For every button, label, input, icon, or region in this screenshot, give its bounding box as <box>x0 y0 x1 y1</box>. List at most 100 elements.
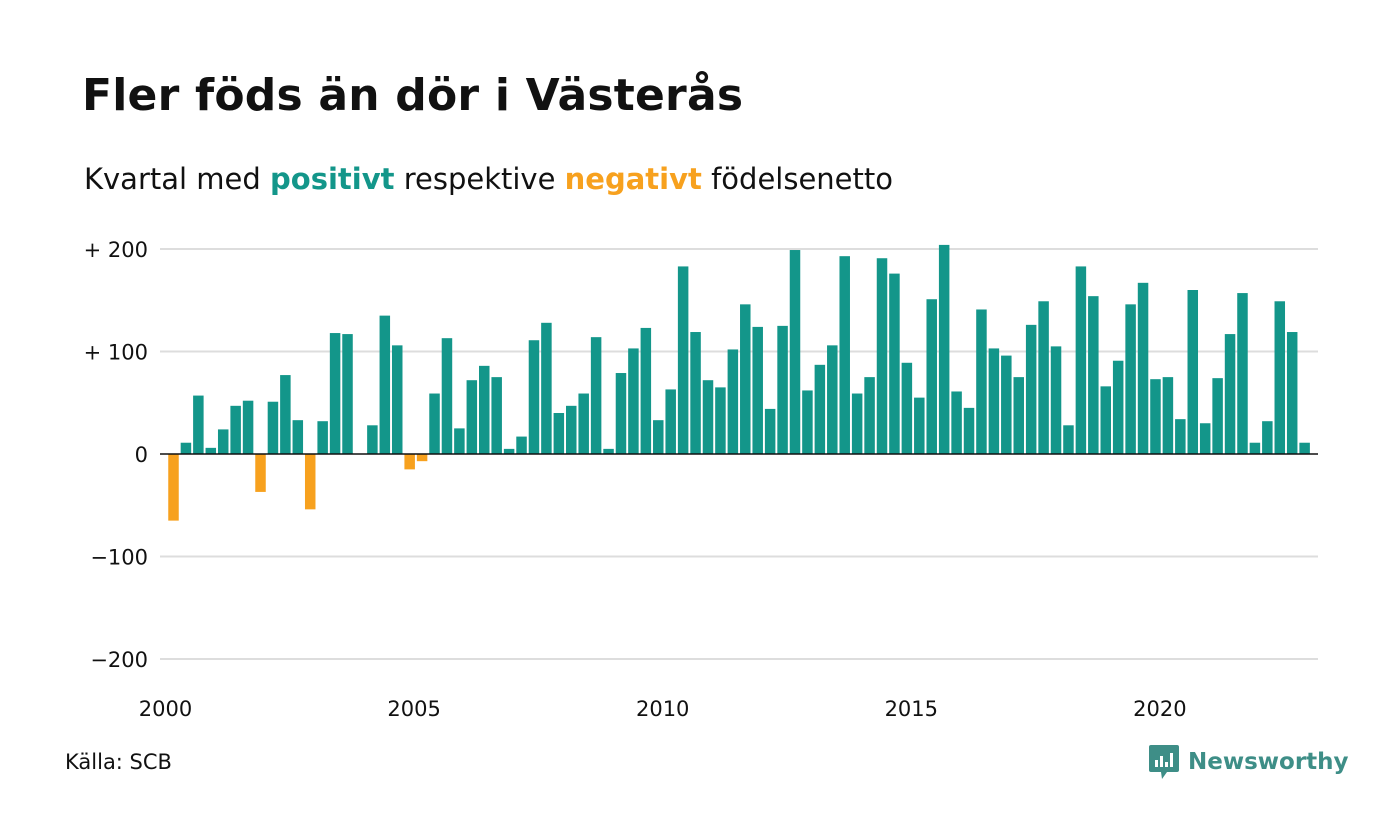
bar <box>690 332 701 454</box>
chart-subtitle: Kvartal med positivt respektive negativt… <box>84 162 893 196</box>
bar <box>255 454 266 492</box>
bar <box>1125 304 1136 454</box>
subtitle-negative: negativt <box>564 162 702 196</box>
bar <box>217 429 229 454</box>
bar <box>1237 293 1248 454</box>
bar <box>1112 360 1124 454</box>
bar <box>851 393 863 454</box>
bar <box>391 345 403 454</box>
y-tick-label: 0 <box>135 443 148 467</box>
bar <box>367 425 378 454</box>
x-tick-label: 2000 <box>139 697 192 721</box>
subtitle-middle: respektive <box>403 162 556 196</box>
bar <box>976 309 987 454</box>
bar <box>1299 442 1310 454</box>
bar <box>541 322 552 454</box>
bar <box>938 244 950 454</box>
x-tick-label: 2015 <box>885 697 938 721</box>
bar <box>1001 355 1012 454</box>
bar <box>1038 301 1049 454</box>
bar <box>963 407 975 454</box>
bar <box>304 454 316 510</box>
bar <box>777 325 788 454</box>
bar <box>528 340 540 454</box>
subtitle-positive: positivt <box>270 162 395 196</box>
bar <box>491 377 502 454</box>
bar <box>889 273 900 454</box>
source-note: Källa: SCB <box>65 750 172 774</box>
bar <box>1025 324 1037 454</box>
bar <box>677 266 689 454</box>
bar <box>640 327 652 454</box>
x-tick-label: 2005 <box>387 697 440 721</box>
bar <box>1088 296 1099 454</box>
bar <box>578 393 589 454</box>
bar <box>503 448 515 454</box>
bar <box>1075 266 1087 454</box>
bar <box>1286 332 1298 454</box>
y-tick-label: −200 <box>90 648 148 672</box>
bar <box>1262 421 1273 454</box>
y-tick-label: + 200 <box>84 238 148 262</box>
bar <box>839 256 850 454</box>
bar <box>404 454 415 470</box>
bar <box>267 401 279 454</box>
bar <box>479 365 490 454</box>
bar <box>727 349 739 454</box>
bar <box>615 373 627 454</box>
bar <box>876 258 888 454</box>
bar <box>603 448 614 454</box>
bar <box>789 250 801 454</box>
bar <box>429 393 440 454</box>
y-tick-label: −100 <box>90 546 148 570</box>
x-tick-label: 2020 <box>1133 697 1186 721</box>
bar <box>230 405 241 454</box>
subtitle-prefix: Kvartal med <box>84 162 261 196</box>
bar <box>553 413 565 454</box>
bar <box>180 442 192 454</box>
bar <box>342 334 353 454</box>
bar <box>1162 377 1174 454</box>
chart-title: Fler föds än dör i Västerås <box>82 70 744 121</box>
bar <box>379 315 391 454</box>
bar <box>1100 386 1111 454</box>
bar <box>702 380 714 454</box>
bar <box>1274 301 1286 454</box>
bar <box>1212 378 1223 454</box>
bar <box>988 348 1000 454</box>
bar <box>193 395 204 454</box>
bar <box>416 454 428 462</box>
bar <box>951 391 962 454</box>
bar <box>317 421 328 454</box>
bar <box>1150 379 1161 454</box>
bar <box>1187 290 1199 454</box>
bar <box>566 405 577 454</box>
bar <box>628 348 639 454</box>
bar <box>1137 282 1149 454</box>
bar <box>1175 419 1186 454</box>
bar <box>901 362 913 454</box>
x-tick-label: 2010 <box>636 697 689 721</box>
bar <box>466 380 478 454</box>
bar <box>864 377 875 454</box>
brand-name: Newsworthy <box>1188 749 1349 775</box>
bar <box>752 326 763 454</box>
bar <box>914 397 925 454</box>
bar <box>280 375 291 454</box>
bar <box>1050 346 1062 454</box>
bar <box>1249 442 1261 454</box>
bar <box>740 304 751 454</box>
bar <box>168 454 179 521</box>
bar <box>802 390 813 454</box>
newsworthy-logo-icon <box>1149 745 1179 779</box>
bar <box>1199 423 1211 454</box>
bar <box>1063 425 1074 454</box>
brand-logo: Newsworthy <box>1148 744 1349 780</box>
bar <box>715 387 726 454</box>
bar <box>827 345 838 454</box>
bar <box>653 420 664 454</box>
subtitle-suffix: födelsenetto <box>711 162 893 196</box>
bar <box>665 389 676 454</box>
bar <box>764 408 776 454</box>
